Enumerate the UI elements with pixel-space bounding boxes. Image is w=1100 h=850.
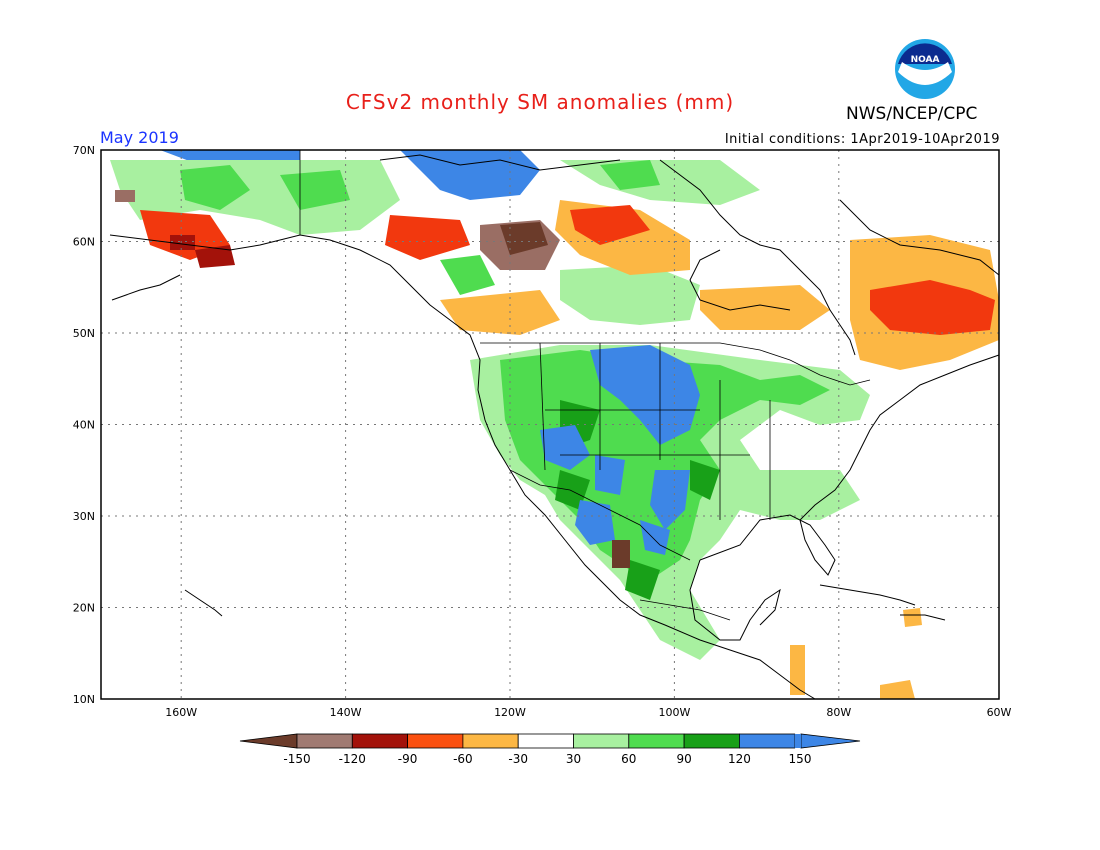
- colorbar-labels: -150 -120 -90 -60 -30 30 60 90 120 150: [283, 752, 811, 766]
- region-mixed-north: [110, 160, 760, 325]
- colorbar-label: 60: [621, 752, 636, 766]
- colorbar-bin-9: [739, 733, 796, 749]
- lon-label-160w: 160W: [165, 706, 197, 719]
- colorbar-bin-8: [683, 733, 740, 749]
- region-dry-severe-alaska: [170, 235, 235, 268]
- coastlines: [109, 154, 1000, 700]
- lat-label-20n: 20N: [73, 602, 95, 615]
- colorbar-label: -30: [508, 752, 528, 766]
- lat-label-50n: 50N: [73, 327, 95, 340]
- colorbar-label: -60: [453, 752, 473, 766]
- svg-text:NOAA: NOAA: [911, 55, 940, 65]
- map-frame: [100, 149, 1000, 700]
- colorbar-label: -150: [283, 752, 310, 766]
- colorbar-arrow-low: [239, 733, 298, 749]
- colorbar-bin-6: [573, 733, 630, 749]
- lat-label-30n: 30N: [73, 510, 95, 523]
- lon-label-100w: 100W: [658, 706, 690, 719]
- longitude-labels: 160W 140W 120W 100W 80W 60W: [165, 706, 1011, 719]
- anomaly-field: [110, 150, 999, 699]
- colorbar-label: 90: [676, 752, 691, 766]
- region-dry-extreme-yukon: [115, 190, 560, 270]
- colorbar-arrow-high: [800, 733, 861, 749]
- chart-title: CFSv2 monthly SM anomalies (mm): [345, 90, 735, 114]
- region-wet-dark: [555, 400, 720, 600]
- lat-label-60n: 60N: [73, 236, 95, 249]
- region-wet-blue-plains: [590, 345, 700, 445]
- region-dry-moderate-quebec: [440, 200, 999, 370]
- colorbar-bin-4: [462, 733, 519, 749]
- graticule: [101, 150, 999, 699]
- colorbar-bin-1: [296, 733, 353, 749]
- lon-label-60w: 60W: [987, 706, 1012, 719]
- latitude-labels: 70N 60N 50N 40N 30N 20N 10N: [73, 144, 95, 706]
- lon-label-140w: 140W: [330, 706, 362, 719]
- agency-label: NWS/NCEP/CPC: [846, 104, 978, 124]
- colorbar-label: 150: [789, 752, 812, 766]
- political-boundaries: [299, 150, 871, 621]
- valid-month: May 2019: [100, 128, 179, 147]
- lon-label-120w: 120W: [494, 706, 526, 719]
- colorbar-bin-5: [517, 733, 574, 749]
- lat-label-10n: 10N: [73, 693, 95, 706]
- colorbar: [239, 733, 861, 749]
- colorbar-label: 120: [728, 752, 751, 766]
- colorbar-label: 30: [566, 752, 581, 766]
- region-dry-strong-quebec: [385, 205, 995, 335]
- region-wet-blue-rockies: [540, 425, 690, 555]
- region-dry-southeast-small: [790, 608, 922, 699]
- initial-conditions: Initial conditions: 1Apr2019-10Apr2019: [724, 132, 1000, 147]
- noaa-logo: NOAA: [895, 39, 955, 99]
- colorbar-bin-7: [628, 733, 685, 749]
- lat-label-70n: 70N: [73, 144, 95, 157]
- colorbar-bin-2: [351, 733, 408, 749]
- colorbar-bin-3: [407, 733, 464, 749]
- lon-label-80w: 80W: [826, 706, 851, 719]
- lat-label-40n: 40N: [73, 419, 95, 432]
- colorbar-label: -120: [339, 752, 366, 766]
- colorbar-label: -90: [398, 752, 418, 766]
